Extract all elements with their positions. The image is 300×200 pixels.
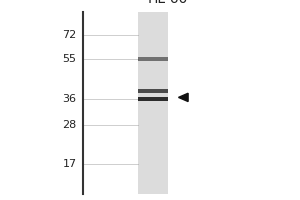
Text: 28: 28: [62, 120, 76, 130]
Text: 55: 55: [62, 54, 76, 64]
Text: 36: 36: [62, 94, 76, 104]
Bar: [138, 57, 168, 61]
Polygon shape: [178, 93, 188, 102]
Bar: [138, 12, 168, 194]
Text: 17: 17: [62, 159, 76, 169]
Text: HL-60: HL-60: [148, 0, 188, 6]
Bar: [138, 89, 168, 93]
Text: 72: 72: [62, 30, 76, 40]
Bar: [138, 97, 168, 101]
